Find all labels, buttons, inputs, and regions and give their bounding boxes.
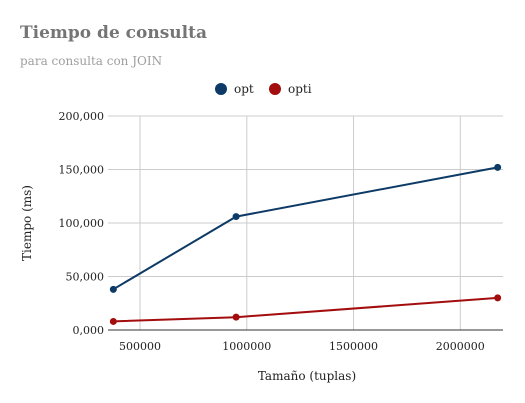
series-line-opt [112, 166, 498, 291]
chart-title: Tiempo de consulta [20, 23, 207, 43]
legend-label-opti: opti [288, 82, 312, 96]
legend-marker-opti [269, 83, 281, 95]
legend-marker-opt [215, 83, 227, 95]
x-tick-label: 1500000 [329, 340, 378, 353]
y-tick-label: 0,000 [73, 324, 105, 337]
y-tick-label: 100,000 [59, 217, 105, 230]
y-axis-ticks: 0,000 50,000 100,000 150,000 200,000 [59, 110, 105, 337]
data-point-opti[interactable] [232, 313, 240, 321]
x-tick-label: 1000000 [222, 340, 271, 353]
data-point-opti[interactable] [494, 294, 502, 302]
x-tick-label: 2000000 [436, 340, 485, 353]
data-point-opt[interactable] [232, 213, 240, 221]
data-point-opt[interactable] [494, 163, 502, 171]
series-layer [109, 163, 502, 325]
x-tick-label: 500000 [119, 340, 161, 353]
series-line-opti [113, 296, 498, 323]
data-point-opt[interactable] [109, 285, 117, 293]
x-axis-title: Tamaño (tuplas) [258, 369, 356, 383]
y-axis-title: Tiempo (ms) [20, 185, 34, 261]
y-tick-label: 150,000 [59, 164, 105, 177]
legend-label-opt: opt [234, 82, 254, 96]
grid-lines [108, 115, 503, 330]
chart-subtitle: para consulta con JOIN [20, 54, 162, 68]
y-tick-label: 200,000 [59, 110, 105, 123]
chart-legend: opt opti [215, 82, 312, 96]
data-point-opti[interactable] [109, 317, 117, 325]
y-tick-label: 50,000 [66, 271, 105, 284]
x-axis-ticks: 500000 1000000 1500000 2000000 [119, 340, 485, 353]
